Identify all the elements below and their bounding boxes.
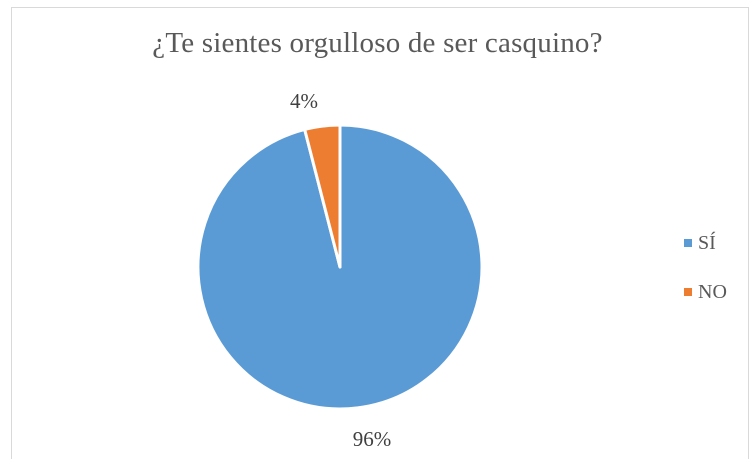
legend-label-si: SÍ xyxy=(698,231,716,254)
legend-swatch-no xyxy=(684,288,692,296)
legend: SÍ NO xyxy=(684,230,727,328)
legend-swatch-si xyxy=(684,239,692,247)
legend-label-no: NO xyxy=(698,280,727,303)
legend-item-no: NO xyxy=(684,279,727,305)
chart-title: ¿Te sientes orgulloso de ser casquino? xyxy=(152,27,603,59)
data-label-si: 96% xyxy=(353,427,392,451)
legend-item-si: SÍ xyxy=(684,230,727,256)
data-label-no: 4% xyxy=(290,89,318,113)
pie-slice-no xyxy=(303,123,342,269)
